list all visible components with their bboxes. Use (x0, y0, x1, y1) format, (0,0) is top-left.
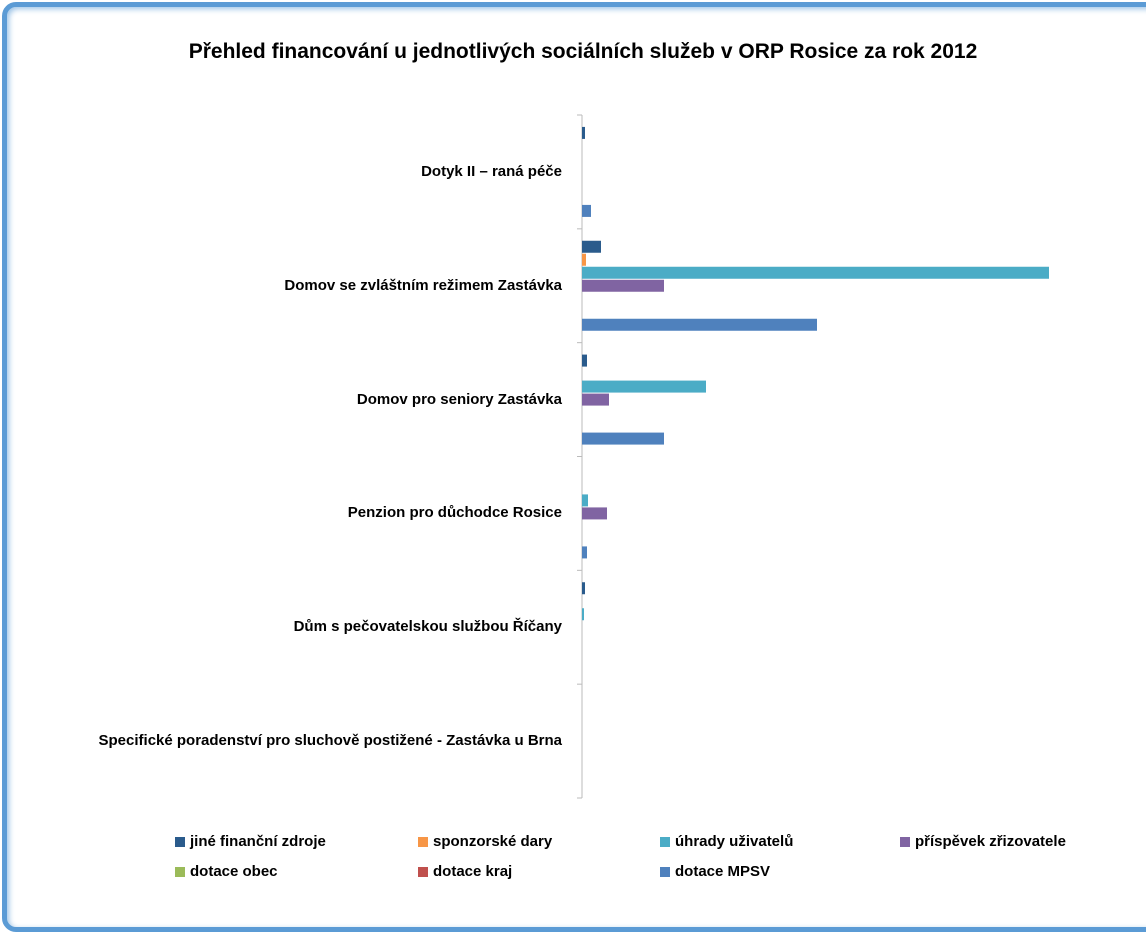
bar (582, 582, 585, 595)
legend-label: jiné finanční zdroje (189, 833, 326, 850)
bar (582, 432, 664, 445)
chart: jiné finanční zdroje sponzorské dary úhrad… (175, 114, 1066, 880)
legend-swatch (660, 867, 670, 877)
bar (582, 240, 601, 253)
legend-swatch (418, 867, 428, 877)
category-label: Penzion pro důchodce Rosice (347, 504, 562, 522)
bar (582, 204, 591, 217)
legend-swatch (175, 837, 185, 847)
category-label: Domov pro seniory Zastávka (356, 390, 562, 408)
bar (582, 608, 584, 621)
category-label: Specifické poradenství pro sluchově post… (98, 732, 562, 750)
bar (582, 266, 1049, 279)
bar (582, 318, 817, 331)
category-label: Dotyk II – raná péče (421, 162, 562, 180)
legend-label: sponzorské dary (433, 833, 553, 850)
bar (582, 494, 588, 507)
bar (582, 354, 587, 367)
legend-swatch (418, 837, 428, 847)
legend-swatch (175, 867, 185, 877)
legend-swatch (660, 837, 670, 847)
chart-title: Přehled financování u jednotlivých sociá… (188, 40, 978, 63)
legend-label: dotace MPSV (675, 863, 770, 880)
bar (582, 546, 587, 559)
bar (582, 126, 585, 139)
legend-label: příspěvek zřizovatele (915, 833, 1066, 850)
bar (582, 253, 586, 266)
bar (582, 393, 609, 406)
bar (582, 279, 664, 292)
legend-swatch (900, 837, 910, 847)
legend-label: dotace kraj (433, 863, 512, 880)
legend-label: úhrady uživatelů (675, 833, 793, 850)
bar (582, 380, 706, 393)
category-label: Domov se zvláštním režimem Zastávka (284, 276, 562, 294)
legend-label: dotace obec (190, 863, 278, 880)
bar (582, 507, 607, 520)
category-label: Dům s pečovatelskou službou Říčany (293, 618, 562, 636)
